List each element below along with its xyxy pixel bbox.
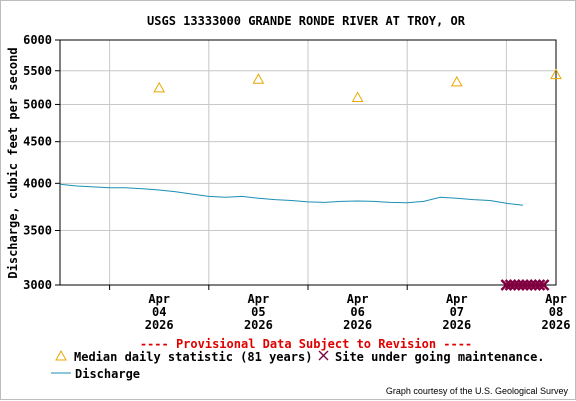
legend-maintenance-x-icon [318,350,329,361]
x-tick-label-year: 2026 [145,318,174,332]
x-tick-label-day: 05 [251,305,265,319]
median-triangle-marker [450,75,463,87]
y-tick-label: 6000 [23,33,52,47]
y-tick-label: 5500 [23,64,52,78]
chart-title: USGS 13333000 GRANDE RONDE RIVER AT TROY… [147,14,466,28]
maintenance-x-marker [533,279,546,291]
y-axis-label: Discharge, cubic feet per second [6,47,20,278]
y-tick-label: 3000 [23,278,52,292]
x-tick-label-day: 08 [549,305,563,319]
median-triangle-marker [153,81,166,93]
legend-maintenance-label: Site under going maintenance. [335,350,545,364]
y-tick-label: 4000 [23,176,52,190]
median-triangle-marker [252,73,265,84]
grid-lines [60,40,556,285]
y-tick-label: 4500 [23,135,52,149]
x-axis: Apr042026Apr052026Apr062026Apr072026Apr0… [109,285,571,332]
x-tick-label-month: Apr [545,292,567,306]
provisional-notice: ---- Provisional Data Subject to Revisio… [140,337,472,351]
x-tick-label-year: 2026 [343,318,372,332]
maintenance-x-marker [537,279,550,291]
x-tick-label-day: 06 [350,305,364,319]
legend: Median daily statistic (81 years) Site u… [51,349,545,381]
x-tick-label-month: Apr [347,292,369,306]
y-axis: 3000 3500 4000 4500 5000 5500 6000 [23,33,60,292]
legend-median-triangle-icon [55,349,67,361]
median-triangle-marker [351,91,364,102]
x-tick-label-month: Apr [148,292,170,306]
x-tick-label-year: 2026 [442,318,471,332]
series-layer [59,68,562,291]
discharge-line [59,183,523,206]
x-tick-label-day: 07 [450,305,464,319]
credit-text: Graph courtesy of the U.S. Geological Su… [386,386,569,396]
legend-median-label: Median daily statistic (81 years) [74,350,312,364]
x-tick-label-month: Apr [248,292,270,306]
y-tick-label: 3500 [23,224,52,238]
legend-discharge-label: Discharge [75,367,140,381]
x-tick-label-day: 04 [152,305,166,319]
median-triangle-marker [550,68,562,80]
y-tick-label: 5000 [23,97,52,111]
x-tick-label-year: 2026 [244,318,273,332]
x-tick-label-month: Apr [446,292,468,306]
x-tick-label-year: 2026 [542,318,571,332]
